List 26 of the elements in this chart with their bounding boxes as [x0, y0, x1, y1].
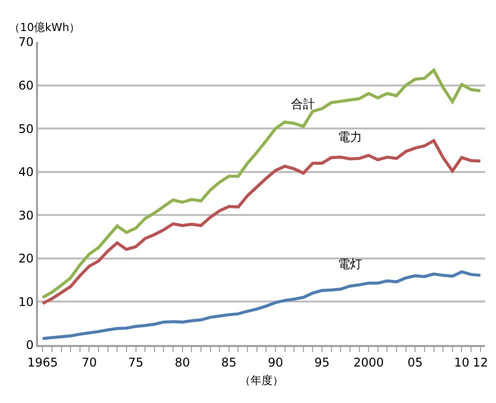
x-tick-label: 10 — [454, 355, 470, 370]
x-tick-label: 75 — [128, 355, 144, 370]
y-tick-label: 30 — [18, 208, 34, 222]
x-tick-label: 90 — [268, 355, 284, 370]
x-tick-label: 85 — [221, 355, 237, 370]
line-series — [41, 68, 482, 299]
y-axis-title: （10億kWh） — [9, 21, 80, 34]
x-tick-label: 95 — [314, 355, 330, 370]
x-tick-label: 12 — [472, 355, 488, 370]
series-label: 合計 — [291, 97, 315, 111]
line-series — [41, 270, 482, 340]
y-tick-label: 10 — [18, 294, 34, 309]
x-tick-label: 05 — [408, 355, 423, 370]
x-tick-label: 1965 — [27, 355, 58, 370]
y-tick-label: 40 — [18, 165, 34, 180]
y-tick-label: 20 — [18, 252, 34, 266]
x-tick-label: 80 — [174, 355, 190, 370]
series-label: 電力 — [338, 130, 362, 144]
y-tick-label: 70 — [18, 35, 34, 50]
y-tick-label: 60 — [18, 78, 34, 92]
x-tick-label: 2000 — [353, 355, 384, 370]
series-label: 電灯 — [338, 257, 362, 271]
x-axis-title: （年度） — [240, 374, 284, 388]
x-tick-label: 70 — [82, 355, 97, 370]
y-tick-label: 50 — [18, 122, 34, 136]
y-tick-label: 0 — [26, 338, 34, 352]
